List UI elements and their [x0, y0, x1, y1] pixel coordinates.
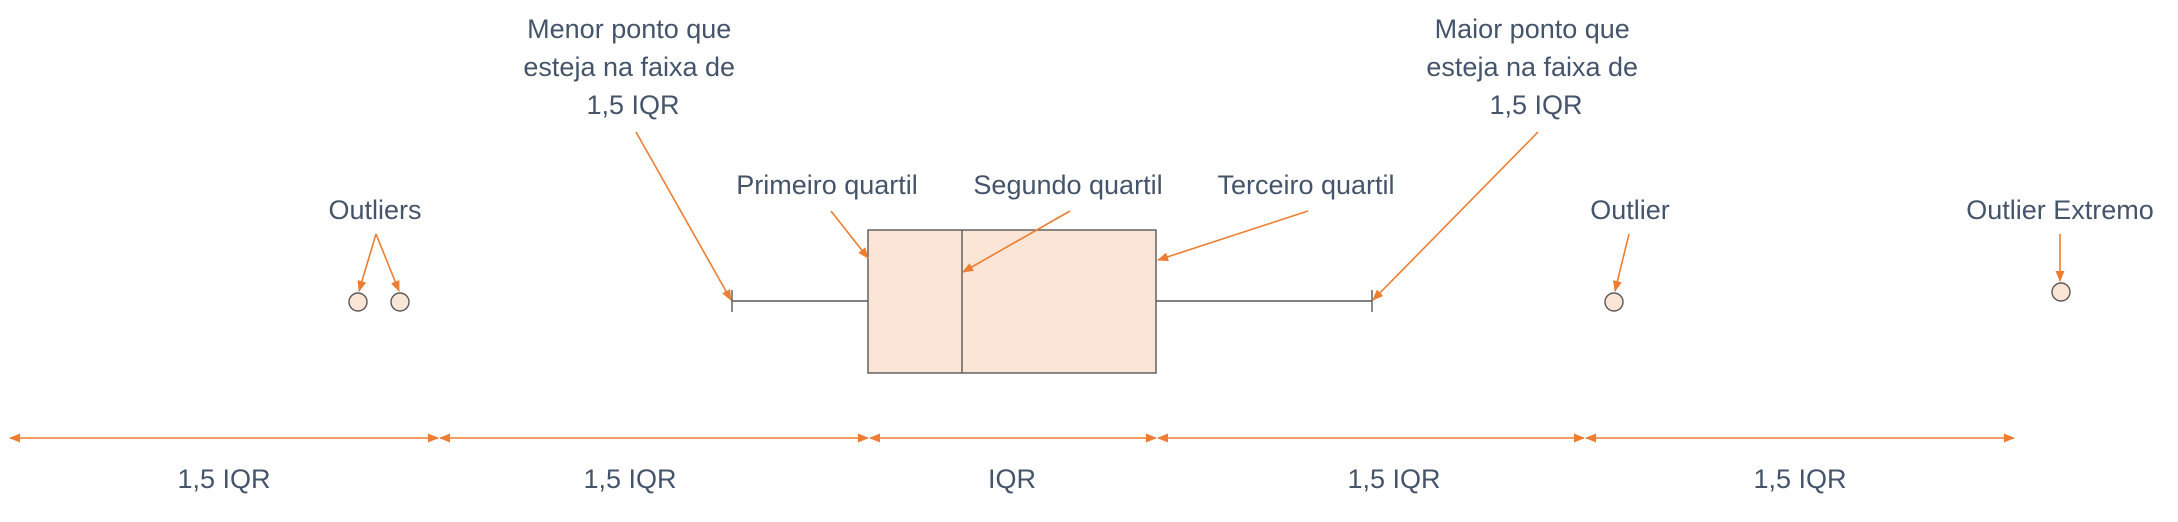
range-label-5: 1,5 IQR — [1753, 464, 1846, 494]
outliers-arrow-1 — [357, 233, 377, 293]
max-point-label: Maior ponto que esteja na faixa de 1,5 I… — [1426, 14, 1645, 120]
range-label-3: IQR — [988, 464, 1036, 494]
third-quartile-arrow — [1156, 210, 1309, 262]
first-quartile-arrow — [830, 210, 869, 259]
range-label-4: 1,5 IQR — [1347, 464, 1440, 494]
outliers-arrow-2 — [375, 233, 400, 293]
extreme-outlier-point — [2051, 282, 2071, 302]
outliers-label: Outliers — [328, 195, 421, 225]
first-quartile-label: Primeiro quartil — [736, 170, 918, 200]
iqr-box — [867, 229, 1157, 374]
extreme-outlier-label: Outlier Extremo — [1966, 195, 2154, 225]
outlier-point — [390, 292, 410, 312]
min-point-label: Menor ponto que esteja na faixa de 1,5 I… — [523, 14, 742, 120]
range-label-1: 1,5 IQR — [177, 464, 270, 494]
second-quartile-label: Segundo quartil — [973, 170, 1162, 200]
second-quartile-arrow — [962, 210, 1071, 273]
outlier-point — [348, 292, 368, 312]
max-point-arrow — [1372, 131, 1539, 301]
min-point-arrow — [635, 131, 732, 301]
outlier-label: Outlier — [1590, 195, 1670, 225]
outlier-arrow — [1613, 233, 1630, 293]
third-quartile-label: Terceiro quartil — [1217, 170, 1394, 200]
outlier-point — [1604, 292, 1624, 312]
range-label-2: 1,5 IQR — [583, 464, 676, 494]
